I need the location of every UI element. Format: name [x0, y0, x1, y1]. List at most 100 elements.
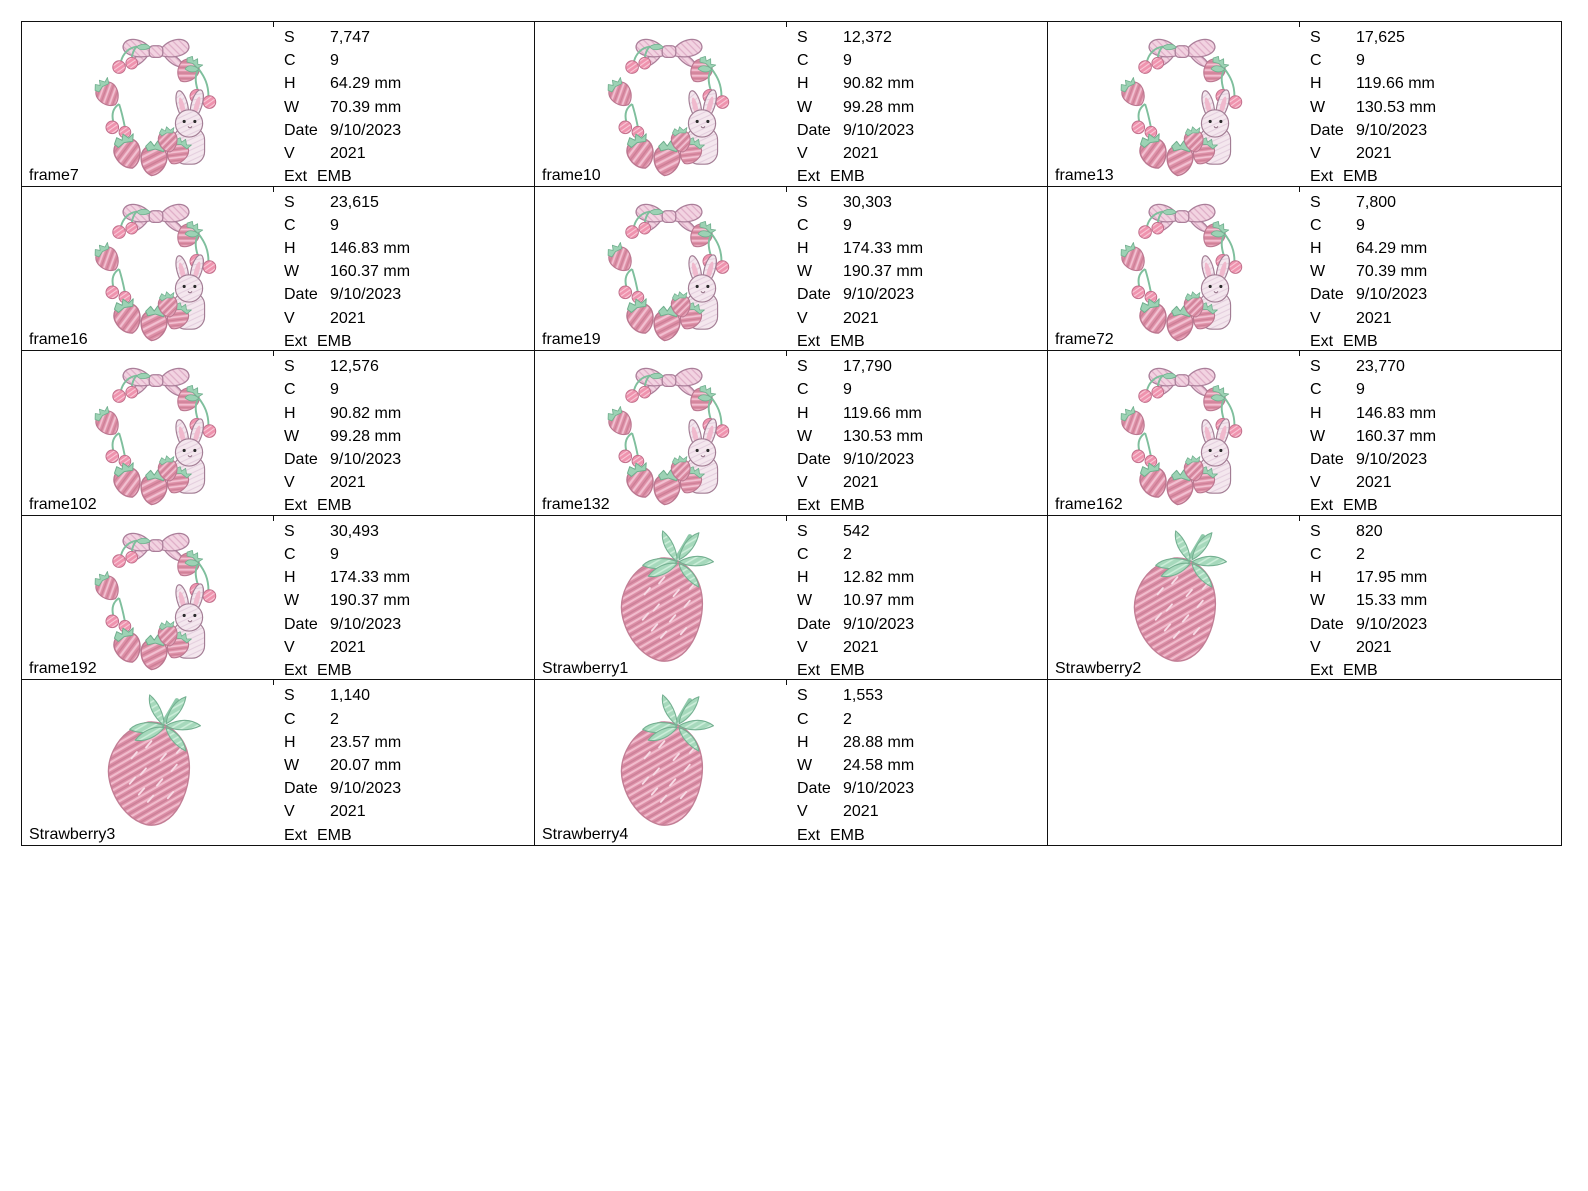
meta-row-v: V 2021	[1310, 142, 1436, 165]
meta-label: W	[284, 592, 300, 610]
meta-row-ext: Ext EMB	[1310, 330, 1427, 350]
cell-divider-tick	[273, 351, 274, 357]
design-cell: S 1,140 C 2 H 23.57 mm W 20.07 mm Date 9/10/2023 V…	[22, 680, 535, 845]
meta-label: C	[284, 52, 296, 70]
design-meta: S 7,747 C 9 H 64.29 mm W 70.39 mm Date 9/10/2023 V…	[284, 26, 402, 186]
meta-label: H	[1310, 569, 1322, 587]
design-meta: S 1,553 C 2 H 28.88 mm W 24.58 mm Date 9/10/2023 V…	[797, 684, 914, 845]
meta-value: 17.95 mm	[1356, 569, 1428, 587]
meta-value: 23,615	[330, 193, 379, 211]
meta-row-s: S 23,770	[1310, 355, 1436, 378]
meta-value: 2	[843, 710, 852, 728]
design-name: frame19	[542, 331, 601, 349]
meta-row-s: S 17,625	[1310, 26, 1436, 49]
meta-row-date: Date 9/10/2023	[797, 777, 914, 800]
meta-row-w: W 160.37 mm	[1310, 425, 1436, 448]
meta-label: C	[797, 381, 809, 399]
design-thumbnail-strawberry	[54, 683, 258, 841]
meta-row-s: S 30,493	[284, 520, 410, 543]
meta-row-w: W 20.07 mm	[284, 754, 401, 777]
meta-label: Date	[284, 286, 318, 304]
meta-row-h: H 23.57 mm	[284, 731, 401, 754]
cell-divider-tick	[273, 186, 274, 192]
meta-label: C	[1310, 545, 1322, 563]
meta-row-ext: Ext EMB	[1310, 659, 1427, 679]
meta-value: 9/10/2023	[843, 121, 915, 139]
design-thumbnail-strawberry	[1080, 519, 1284, 677]
meta-row-date: Date 9/10/2023	[1310, 613, 1427, 636]
meta-label: Ext	[1310, 497, 1334, 515]
cell-divider-tick	[1299, 351, 1300, 357]
meta-label: Date	[797, 451, 831, 468]
design-name: frame192	[29, 660, 97, 678]
meta-row-date: Date 9/10/2023	[1310, 119, 1436, 142]
meta-value: 9	[1356, 381, 1365, 399]
meta-value: 1,140	[330, 687, 371, 705]
meta-value: 15.33 mm	[1356, 592, 1428, 610]
design-name: frame7	[29, 166, 79, 184]
design-cell: S 542 C 2 H 12.82 mm W 10.97 mm Date 9/10/2023 V 20…	[535, 515, 1048, 681]
meta-value: EMB	[830, 497, 865, 515]
meta-value: 9	[330, 381, 339, 399]
design-meta: S 23,770 C 9 H 146.83 mm W 160.37 mm Date 9/10/20…	[1310, 355, 1437, 515]
meta-value: 130.53 mm	[1356, 98, 1437, 116]
meta-label: S	[797, 358, 808, 376]
meta-row-s: S 12,576	[284, 355, 401, 378]
meta-value: 9	[843, 52, 852, 70]
meta-row-date: Date 9/10/2023	[797, 448, 923, 471]
meta-label: S	[284, 193, 295, 211]
meta-row-h: H 174.33 mm	[284, 566, 410, 589]
meta-label: Ext	[284, 497, 308, 515]
meta-value: 2	[1356, 545, 1365, 563]
meta-label: Ext	[284, 332, 308, 350]
meta-value: EMB	[317, 662, 352, 679]
meta-value: 119.66 mm	[1356, 75, 1435, 93]
meta-value: 20.07 mm	[330, 756, 402, 774]
meta-row-v: V 2021	[284, 800, 401, 823]
meta-row-ext: Ext EMB	[284, 330, 410, 350]
meta-value: 7,747	[330, 29, 371, 46]
meta-row-ext: Ext EMB	[797, 824, 914, 845]
meta-label: W	[797, 756, 813, 774]
meta-value: 17,625	[1356, 29, 1405, 46]
meta-label: V	[1310, 145, 1321, 163]
meta-row-h: H 146.83 mm	[284, 237, 410, 260]
cell-divider-tick	[786, 186, 787, 192]
meta-label: Ext	[284, 662, 308, 679]
meta-label: C	[284, 381, 296, 399]
meta-row-s: S 17,790	[797, 355, 923, 378]
meta-value: 70.39 mm	[330, 98, 402, 116]
meta-value: 2021	[1356, 145, 1392, 163]
meta-label: S	[284, 358, 295, 376]
meta-row-s: S 23,615	[284, 191, 410, 214]
meta-row-date: Date 9/10/2023	[797, 283, 923, 306]
meta-value: 190.37 mm	[330, 592, 411, 610]
meta-label: C	[284, 710, 296, 728]
meta-value: EMB	[830, 662, 865, 679]
meta-row-s: S 1,553	[797, 684, 914, 707]
meta-row-w: W 15.33 mm	[1310, 589, 1427, 612]
meta-row-date: Date 9/10/2023	[284, 777, 401, 800]
meta-value: 12.82 mm	[843, 569, 915, 587]
meta-value: 190.37 mm	[843, 263, 924, 281]
meta-label: H	[797, 240, 809, 257]
design-meta: S 17,790 C 9 H 119.66 mm W 130.53 mm Date 9/10/20…	[797, 355, 923, 515]
design-cell: S 17,790 C 9 H 119.66 mm W 130.53 mm Date 9/10/20…	[535, 351, 1048, 516]
meta-row-v: V 2021	[1310, 307, 1427, 330]
meta-value: 9	[330, 545, 339, 563]
meta-label: Ext	[1310, 662, 1334, 679]
design-meta: S 820 C 2 H 17.95 mm W 15.33 mm Date 9/10/2023 V 20…	[1310, 520, 1428, 680]
meta-label: W	[1310, 592, 1326, 610]
meta-label: V	[797, 145, 808, 163]
design-thumbnail-strawberry	[567, 519, 771, 677]
meta-label: V	[284, 309, 295, 327]
cell-divider-tick	[1299, 22, 1300, 27]
meta-row-w: W 190.37 mm	[797, 260, 923, 283]
meta-value: 2021	[1356, 474, 1392, 492]
design-name: Strawberry3	[29, 825, 116, 843]
meta-label: S	[284, 29, 295, 46]
meta-value: 146.83 mm	[1356, 404, 1437, 422]
meta-label: Date	[284, 451, 318, 468]
